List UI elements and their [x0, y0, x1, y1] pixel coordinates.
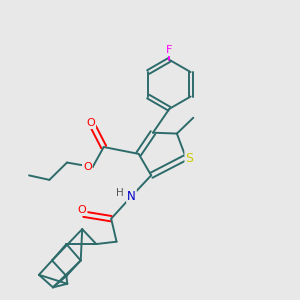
Text: O: O [83, 162, 92, 172]
Text: N: N [127, 190, 136, 203]
Text: O: O [78, 205, 87, 215]
Text: H: H [116, 188, 124, 198]
Text: S: S [185, 152, 194, 165]
Text: O: O [86, 118, 95, 128]
Text: F: F [166, 45, 172, 55]
